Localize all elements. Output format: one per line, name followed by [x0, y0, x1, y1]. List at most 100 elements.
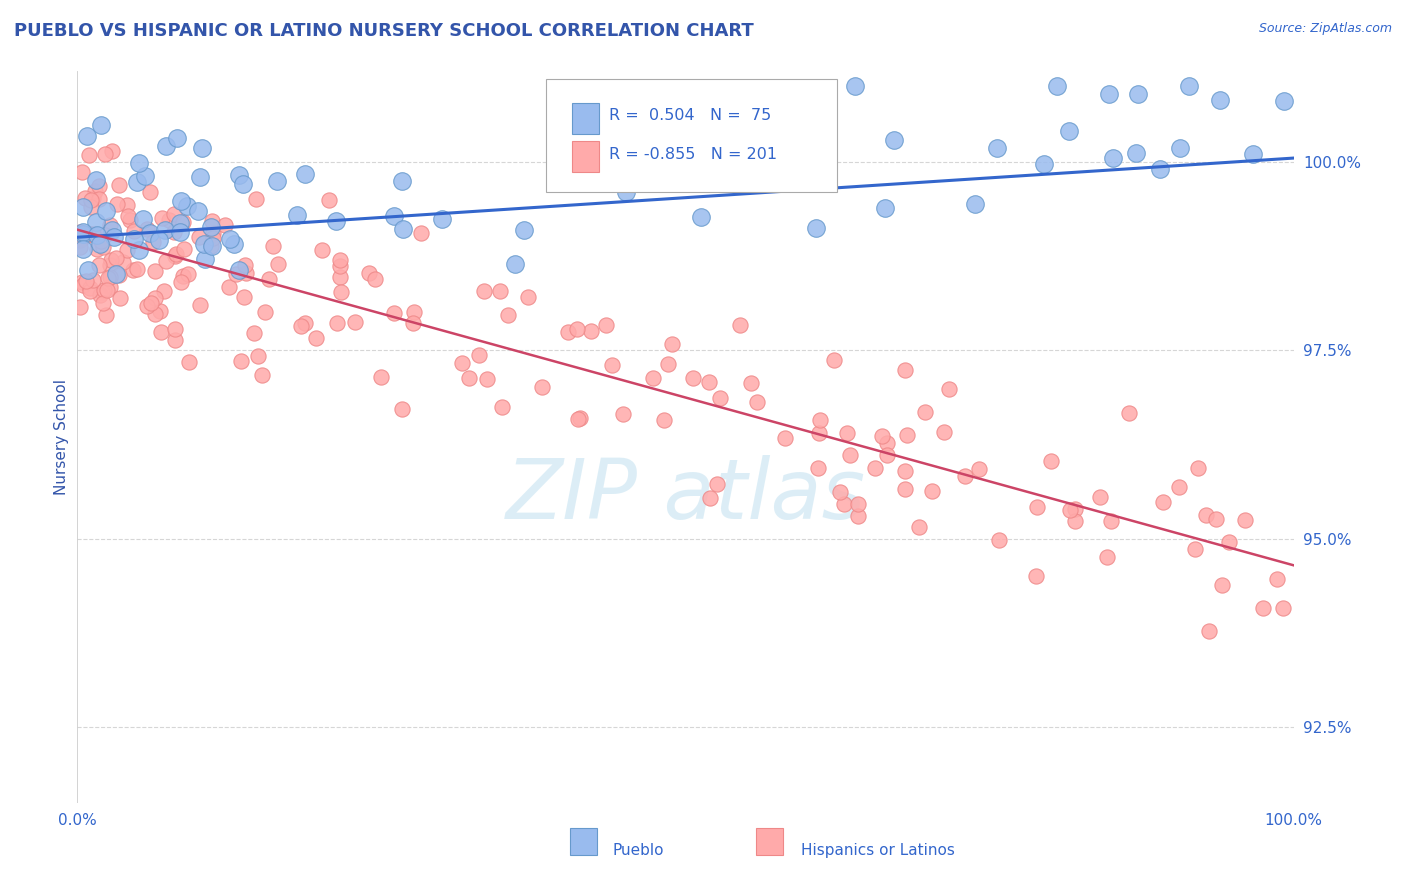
- Point: [149, 325, 172, 339]
- Point: [91, 240, 114, 254]
- Point: [364, 272, 387, 286]
- Point: [266, 173, 288, 187]
- Point: [699, 375, 721, 389]
- Point: [128, 243, 150, 257]
- Point: [101, 223, 124, 237]
- Point: [193, 237, 215, 252]
- Point: [1057, 123, 1080, 137]
- Point: [136, 300, 159, 314]
- Point: [155, 254, 177, 268]
- Point: [84, 215, 107, 229]
- Point: [516, 290, 538, 304]
- Point: [170, 194, 193, 208]
- Point: [963, 196, 986, 211]
- Text: R = -0.855   N = 201: R = -0.855 N = 201: [609, 146, 778, 161]
- Point: [87, 192, 110, 206]
- Bar: [572, 141, 599, 171]
- Point: [875, 201, 897, 215]
- Point: [72, 243, 94, 257]
- Point: [87, 178, 110, 193]
- Point: [139, 186, 162, 200]
- Point: [329, 270, 352, 285]
- Point: [94, 147, 117, 161]
- Point: [1032, 156, 1054, 170]
- Point: [266, 257, 288, 271]
- Point: [163, 225, 186, 239]
- Point: [163, 334, 186, 348]
- Point: [173, 242, 195, 256]
- Text: Source: ZipAtlas.com: Source: ZipAtlas.com: [1258, 22, 1392, 36]
- Point: [233, 290, 256, 304]
- Point: [1184, 541, 1206, 556]
- Point: [69, 233, 91, 247]
- Point: [69, 300, 91, 314]
- Point: [177, 268, 200, 282]
- Point: [122, 232, 145, 246]
- Point: [233, 258, 256, 272]
- Point: [370, 369, 392, 384]
- Point: [1265, 573, 1288, 587]
- Point: [70, 165, 93, 179]
- Point: [730, 318, 752, 333]
- Point: [740, 376, 762, 390]
- Point: [94, 227, 117, 242]
- Point: [70, 275, 93, 289]
- Point: [1198, 624, 1220, 639]
- Point: [285, 208, 308, 222]
- Bar: [756, 828, 783, 855]
- Point: [468, 348, 491, 362]
- Point: [914, 405, 936, 419]
- Point: [318, 194, 340, 208]
- Point: [1211, 578, 1233, 592]
- Point: [838, 448, 860, 462]
- Point: [96, 204, 118, 219]
- Point: [105, 251, 128, 265]
- Point: [82, 191, 104, 205]
- Point: [231, 353, 253, 368]
- Point: [329, 253, 352, 268]
- Point: [98, 218, 121, 232]
- Point: [391, 174, 413, 188]
- Point: [96, 283, 118, 297]
- Text: ZIP atlas: ZIP atlas: [505, 455, 866, 536]
- Point: [1026, 500, 1049, 515]
- Point: [305, 331, 328, 345]
- Point: [121, 262, 143, 277]
- Point: [612, 408, 634, 422]
- Point: [79, 281, 101, 295]
- Point: [894, 363, 917, 377]
- Point: [773, 431, 796, 445]
- Point: [72, 225, 94, 239]
- Point: [1039, 454, 1062, 468]
- Point: [883, 133, 905, 147]
- Point: [614, 185, 637, 199]
- Point: [652, 413, 675, 427]
- Point: [955, 469, 977, 483]
- Point: [1090, 490, 1112, 504]
- Point: [165, 249, 187, 263]
- Point: [391, 222, 413, 236]
- Point: [488, 284, 510, 298]
- Point: [132, 212, 155, 227]
- Point: [745, 395, 768, 409]
- Point: [143, 264, 166, 278]
- Point: [411, 226, 433, 240]
- Text: Pueblo: Pueblo: [613, 843, 664, 858]
- Point: [228, 263, 250, 277]
- Point: [294, 167, 316, 181]
- Bar: [572, 103, 599, 134]
- Point: [1098, 87, 1121, 101]
- Point: [69, 240, 91, 254]
- Point: [152, 211, 174, 225]
- Point: [115, 243, 138, 257]
- Point: [382, 209, 405, 223]
- Point: [200, 220, 222, 235]
- Point: [103, 230, 125, 244]
- Point: [402, 316, 425, 330]
- Point: [262, 239, 284, 253]
- Point: [1167, 480, 1189, 494]
- Point: [969, 461, 991, 475]
- Point: [254, 305, 277, 319]
- Point: [128, 156, 150, 170]
- Point: [84, 184, 107, 198]
